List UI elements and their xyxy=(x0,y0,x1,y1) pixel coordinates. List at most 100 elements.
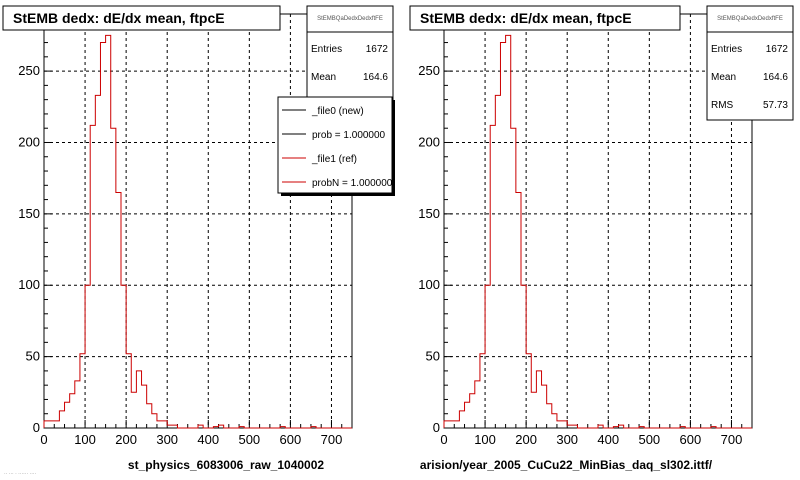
histogram-bin xyxy=(500,43,505,428)
legend-label: _file0 (new) xyxy=(311,106,364,117)
histogram-bin xyxy=(147,404,152,428)
x-axis-label: arision/year_2005_CuCu22_MinBias_daq_sl3… xyxy=(420,458,713,472)
stats-value: 57.73 xyxy=(763,100,788,111)
x-tick-label: 700 xyxy=(721,432,743,447)
histogram-bin xyxy=(547,404,552,428)
histogram-bin xyxy=(70,394,75,428)
stats-label: Mean xyxy=(311,72,336,83)
histogram-bin xyxy=(511,128,516,428)
histogram-bin xyxy=(552,414,557,428)
histogram-bin xyxy=(531,392,536,428)
x-tick-label: 0 xyxy=(440,432,447,447)
title-box xyxy=(409,5,681,31)
legend-label: prob = 1.000000 xyxy=(312,130,386,141)
stats-value: 1672 xyxy=(766,44,789,55)
title-box xyxy=(2,5,281,31)
stats-label: Mean xyxy=(711,72,736,83)
histogram-bin xyxy=(54,421,59,428)
histogram-bin xyxy=(449,421,454,428)
chart-title: StEMB dedx: dE/dx mean, ftpcE xyxy=(13,10,225,26)
x-tick-label: 600 xyxy=(680,432,702,447)
histogram-bin xyxy=(100,43,105,428)
y-tick-label: 200 xyxy=(418,134,440,149)
y-tick-label: 100 xyxy=(18,277,40,292)
histogram-bin xyxy=(542,385,547,428)
histogram-bin xyxy=(142,385,147,428)
legend-label: probN = 1.000000 xyxy=(312,178,393,189)
histogram-bin xyxy=(536,371,541,428)
stats-box xyxy=(306,5,394,102)
footer-text: ·· ··· · ······ ···· xyxy=(4,471,37,477)
histogram-bin xyxy=(526,354,531,428)
histogram-bin xyxy=(562,421,567,428)
histogram-bin xyxy=(516,192,521,428)
histogram-bin xyxy=(557,421,562,428)
histogram-bin xyxy=(162,421,167,428)
y-tick-label: 250 xyxy=(18,63,40,78)
x-tick-label: 600 xyxy=(280,432,302,447)
histogram-bin xyxy=(136,371,141,428)
histogram-bin xyxy=(111,128,116,428)
histogram-bin xyxy=(157,421,162,428)
y-tick-label: 0 xyxy=(33,420,40,435)
histogram-bin xyxy=(131,392,136,428)
chart-title: StEMB dedx: dE/dx mean, ftpcE xyxy=(420,10,632,26)
histogram-bin xyxy=(480,354,485,428)
histogram-bin xyxy=(506,35,511,428)
stats-label: RMS xyxy=(711,100,734,111)
x-tick-label: 500 xyxy=(238,432,260,447)
histogram-bin xyxy=(44,421,49,428)
x-tick-label: 100 xyxy=(474,432,496,447)
x-tick-label: 300 xyxy=(556,432,578,447)
histogram-series-line xyxy=(43,34,352,429)
y-tick-label: 0 xyxy=(433,420,440,435)
stats-value: 1672 xyxy=(366,44,389,55)
x-tick-label: 200 xyxy=(115,432,137,447)
x-tick-label: 400 xyxy=(197,432,219,447)
stats-value: 164.6 xyxy=(363,72,388,83)
histogram-bin xyxy=(106,35,111,428)
histogram-bin xyxy=(465,402,470,428)
histogram-bin xyxy=(59,411,64,428)
histogram-bin xyxy=(49,421,54,428)
y-tick-label: 150 xyxy=(418,206,440,221)
histogram-bin xyxy=(470,394,475,428)
histogram-bin xyxy=(152,414,157,428)
histogram-bin xyxy=(80,354,85,428)
histogram-bin xyxy=(475,381,480,428)
y-tick-label: 50 xyxy=(26,349,40,364)
legend-label: _file1 (ref) xyxy=(311,154,357,165)
x-axis-label: st_physics_6083006_raw_1040002 xyxy=(128,458,324,472)
x-tick-label: 200 xyxy=(515,432,537,447)
histogram-bin xyxy=(65,402,70,428)
y-tick-label: 250 xyxy=(418,63,440,78)
stats-value: 164.6 xyxy=(763,72,788,83)
x-tick-label: 500 xyxy=(638,432,660,447)
histogram-bin xyxy=(459,411,464,428)
x-tick-label: 700 xyxy=(321,432,343,447)
histogram-bin xyxy=(90,125,95,428)
x-tick-label: 0 xyxy=(40,432,47,447)
legend-box xyxy=(277,96,393,194)
histogram-series-line xyxy=(443,34,752,429)
histogram-bin xyxy=(75,381,80,428)
stats-label: Entries xyxy=(711,44,742,55)
x-tick-label: 300 xyxy=(156,432,178,447)
histogram-bin xyxy=(116,192,121,428)
y-tick-label: 100 xyxy=(418,277,440,292)
histogram-bin xyxy=(495,95,500,428)
histogram-bin xyxy=(95,95,100,428)
histogram-bin xyxy=(126,354,131,428)
histogram-bin xyxy=(454,421,459,428)
y-tick-label: 150 xyxy=(18,206,40,221)
stats-box xyxy=(706,5,794,121)
histogram-bin xyxy=(444,421,449,428)
histogram-panel-2: 0 100 200 300 400 500 600 700 0 50 100 150 200 250 StE… xyxy=(409,5,794,472)
stats-name: StEMBQaDedxDedxftFE xyxy=(317,16,383,22)
histogram-bin xyxy=(490,125,495,428)
x-tick-label: 400 xyxy=(597,432,619,447)
histogram-panel-1: 0 100 200 300 400 500 600 700 0 50 100 150 200 250 StE… xyxy=(2,5,395,472)
stats-name: StEMBQaDedxDedxftFE xyxy=(717,16,783,22)
stats-label: Entries xyxy=(311,44,342,55)
